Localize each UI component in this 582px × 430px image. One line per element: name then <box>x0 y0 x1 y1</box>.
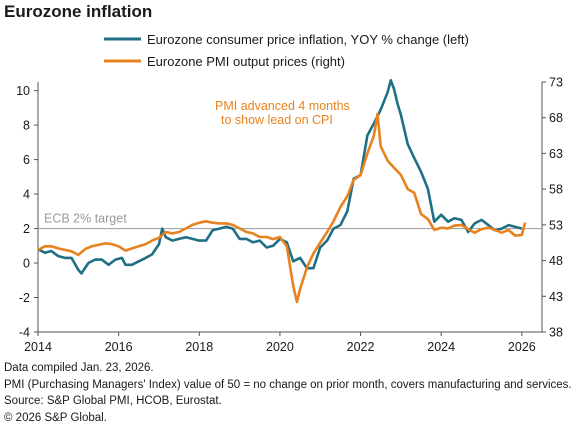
y-right-ticks: 38 43 48 53 58 63 68 73 <box>542 76 563 340</box>
chart-title: Eurozone inflation <box>4 2 153 21</box>
x-tick-label: 2020 <box>266 340 294 354</box>
series-line-pmi <box>37 112 527 304</box>
x-tick-label: 2022 <box>347 340 375 354</box>
note-data-compiled: Data compiled Jan. 23, 2026. <box>4 362 154 374</box>
note-pmi-definition: PMI (Purchasing Managers' Index) value o… <box>4 378 572 391</box>
y-left-tick-label: 2 <box>23 222 30 236</box>
y-right-tick-label: 63 <box>549 147 563 161</box>
annotation-line-2: to show lead on CPI <box>221 113 333 127</box>
y-left-tick-label: -4 <box>19 326 30 340</box>
y-right-tick-label: 43 <box>549 290 563 304</box>
note-copyright: © 2026 S&P Global. <box>4 411 107 424</box>
x-tick-label: 2016 <box>105 340 133 354</box>
y-right-tick-label: 38 <box>549 326 563 340</box>
ecb-target-label: ECB 2% target <box>44 212 127 226</box>
y-right-tick-label: 53 <box>549 218 563 232</box>
chart-svg: Eurozone consumer price inflation, YOY %… <box>16 32 563 354</box>
plot-frame <box>37 82 543 333</box>
x-tick-label: 2024 <box>427 340 455 354</box>
y-right-tick-label: 58 <box>549 183 563 197</box>
y-left-tick-label: 10 <box>16 84 30 98</box>
y-right-tick-label: 48 <box>549 254 563 268</box>
y-right-tick-label: 73 <box>549 76 563 90</box>
y-left-tick-label: -2 <box>19 291 30 305</box>
x-ticks: 2014 2016 2018 2020 2022 2024 2026 <box>24 332 536 354</box>
y-left-tick-label: 4 <box>23 188 30 202</box>
y-left-tick-label: 8 <box>23 119 30 133</box>
notes-block: Data compiled Jan. 23, 2026. PMI (Purcha… <box>4 360 572 426</box>
x-tick-label: 2014 <box>24 340 52 354</box>
annotation-line-1: PMI advanced 4 months <box>215 99 350 113</box>
y-left-tick-label: 6 <box>23 153 30 167</box>
x-tick-label: 2026 <box>508 340 536 354</box>
note-source: Source: S&P Global PMI, HCOB, Eurostat. <box>4 395 222 407</box>
x-tick-label: 2018 <box>185 340 213 354</box>
legend-label-cpi: Eurozone consumer price inflation, YOY %… <box>147 32 469 47</box>
y-left-ticks: -4 -2 0 2 4 6 8 10 <box>16 84 38 340</box>
y-left-tick-label: 0 <box>23 257 30 271</box>
legend-label-pmi: Eurozone PMI output prices (right) <box>147 54 345 69</box>
legend: Eurozone consumer price inflation, YOY %… <box>104 32 469 69</box>
y-right-tick-label: 68 <box>549 111 563 125</box>
